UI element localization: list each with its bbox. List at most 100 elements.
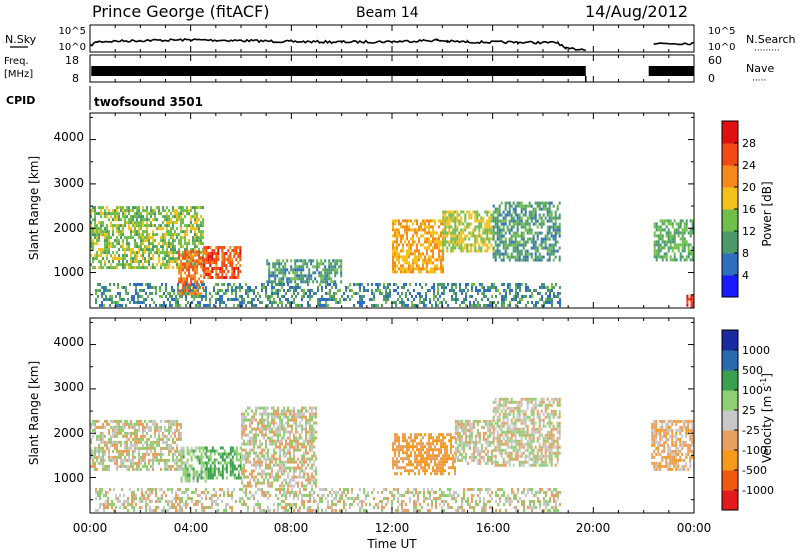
velocity-cell: [444, 469, 446, 473]
velocity-cell: [315, 469, 317, 473]
velocity-cell: [247, 451, 249, 455]
velocity-cell: [305, 448, 307, 452]
velocity-cell: [299, 442, 301, 446]
power-cell: [160, 251, 162, 255]
velocity-cell: [303, 460, 305, 464]
power-cell: [442, 231, 445, 235]
power-cell: [553, 295, 555, 298]
velocity-cell: [172, 419, 174, 423]
power-cell: [176, 251, 178, 255]
power-cell: [531, 295, 533, 298]
power-cell: [186, 212, 188, 216]
power-cell: [178, 277, 181, 281]
velocity-cell: [430, 442, 432, 446]
power-cell: [500, 219, 503, 223]
power-cell: [447, 283, 449, 286]
power-cell: [400, 237, 402, 241]
power-cell: [558, 228, 561, 232]
velocity-cell: [235, 467, 238, 471]
velocity-cell: [192, 449, 195, 453]
power-cell: [202, 268, 205, 272]
power-cell: [403, 301, 405, 304]
power-cell: [192, 215, 194, 219]
velocity-cell: [430, 457, 432, 461]
power-cell: [174, 245, 176, 249]
power-cell: [261, 283, 263, 286]
noise-series-line: [653, 41, 695, 46]
power-cell: [196, 212, 198, 216]
velocity-cell: [275, 433, 277, 437]
power-cell: [359, 301, 361, 304]
power-cell: [334, 280, 337, 284]
velocity-cell: [146, 452, 148, 456]
power-cell: [446, 249, 449, 253]
velocity-cell: [283, 484, 285, 488]
velocity-cell: [307, 442, 309, 446]
power-cell: [544, 237, 547, 241]
power-cell: [114, 257, 116, 261]
power-cell: [223, 252, 226, 255]
power-cell: [294, 262, 297, 266]
power-cell: [486, 249, 489, 253]
power-cell: [396, 255, 398, 259]
power-cell: [95, 301, 97, 304]
power-cell: [97, 295, 99, 298]
velocity-cell: [255, 418, 257, 422]
power-cell: [389, 292, 391, 295]
power-cell: [272, 265, 275, 269]
power-cell: [454, 222, 457, 226]
power-cell: [189, 286, 191, 289]
velocity-cell: [249, 406, 251, 410]
power-cell: [294, 274, 297, 278]
power-cell: [320, 271, 323, 275]
power-cell: [679, 237, 682, 241]
velocity-cell: [142, 443, 144, 447]
power-cell: [129, 283, 131, 286]
velocity-cell: [281, 484, 283, 488]
velocity-cell: [404, 466, 406, 470]
power-cell: [373, 295, 375, 298]
power-cell: [363, 286, 365, 289]
velocity-cell: [98, 452, 100, 456]
power-cell: [486, 231, 489, 235]
power-cell: [536, 246, 539, 250]
velocity-cell: [92, 419, 94, 423]
power-cell: [677, 222, 680, 226]
power-cell: [442, 252, 444, 256]
power-cell: [173, 289, 175, 292]
power-cell: [442, 237, 444, 241]
power-cell: [287, 283, 289, 286]
velocity-cell: [448, 433, 450, 437]
power-cell: [100, 206, 102, 210]
power-cell: [209, 304, 211, 307]
velocity-cell: [396, 433, 398, 437]
power-cell: [420, 267, 422, 271]
power-cell: [196, 227, 198, 231]
power-cell: [392, 243, 394, 247]
power-cell: [235, 264, 238, 267]
velocity-cell: [176, 446, 178, 450]
power-cell: [499, 292, 501, 295]
power-cell: [274, 274, 277, 278]
velocity-cell: [293, 433, 295, 437]
power-cell: [406, 261, 408, 265]
power-cell: [162, 239, 164, 243]
power-cell: [436, 246, 438, 250]
power-cell: [196, 215, 198, 219]
power-cell: [418, 252, 420, 256]
power-cell: [486, 234, 489, 238]
power-cell: [186, 248, 188, 252]
power-cell: [394, 228, 396, 232]
power-cell: [140, 245, 142, 249]
velocity-cell: [176, 443, 178, 447]
power-cell: [394, 261, 396, 265]
velocity-cell: [146, 425, 148, 429]
velocity-cell: [289, 418, 291, 422]
power-cell: [451, 289, 453, 292]
power-cell: [130, 248, 132, 252]
power-cell: [209, 246, 212, 249]
velocity-cell: [164, 434, 166, 438]
power-cell: [247, 286, 249, 289]
power-cell: [318, 265, 321, 269]
power-cell: [692, 306, 694, 308]
